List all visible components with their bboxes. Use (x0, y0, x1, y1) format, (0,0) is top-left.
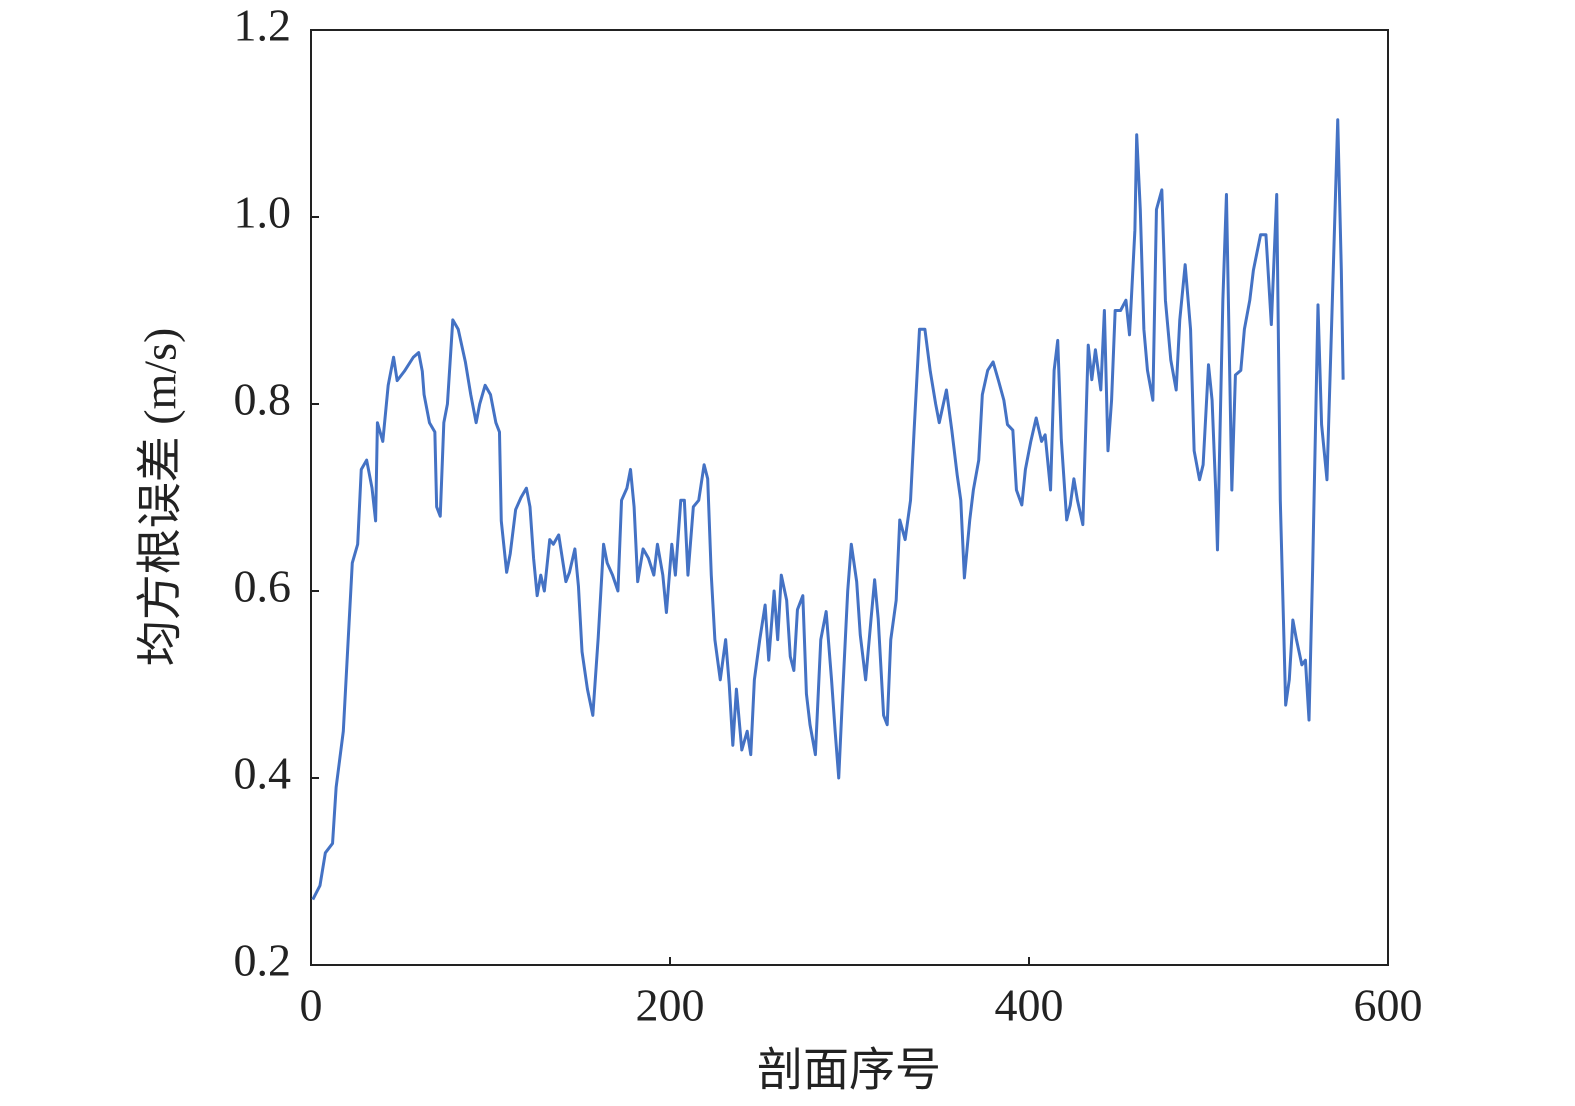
y-tick-label: 0.6 (234, 561, 292, 612)
data-line (311, 118, 1345, 901)
y-tick-label: 1.0 (234, 187, 292, 238)
y-tick-label: 0.8 (234, 374, 292, 425)
x-axis-label: 剖面序号 (757, 1045, 941, 1096)
x-tick-label: 0 (300, 980, 323, 1031)
x-tick-label: 400 (995, 980, 1064, 1031)
y-tick-label: 1.2 (234, 0, 292, 51)
y-axis-label: 均方根误差 (m/s) (135, 328, 186, 667)
y-tick-label: 0.4 (234, 748, 292, 799)
x-tick-label: 600 (1354, 980, 1423, 1031)
x-tick-label: 200 (636, 980, 705, 1031)
y-tick-label: 0.2 (234, 935, 292, 986)
plot-frame (310, 29, 1389, 966)
